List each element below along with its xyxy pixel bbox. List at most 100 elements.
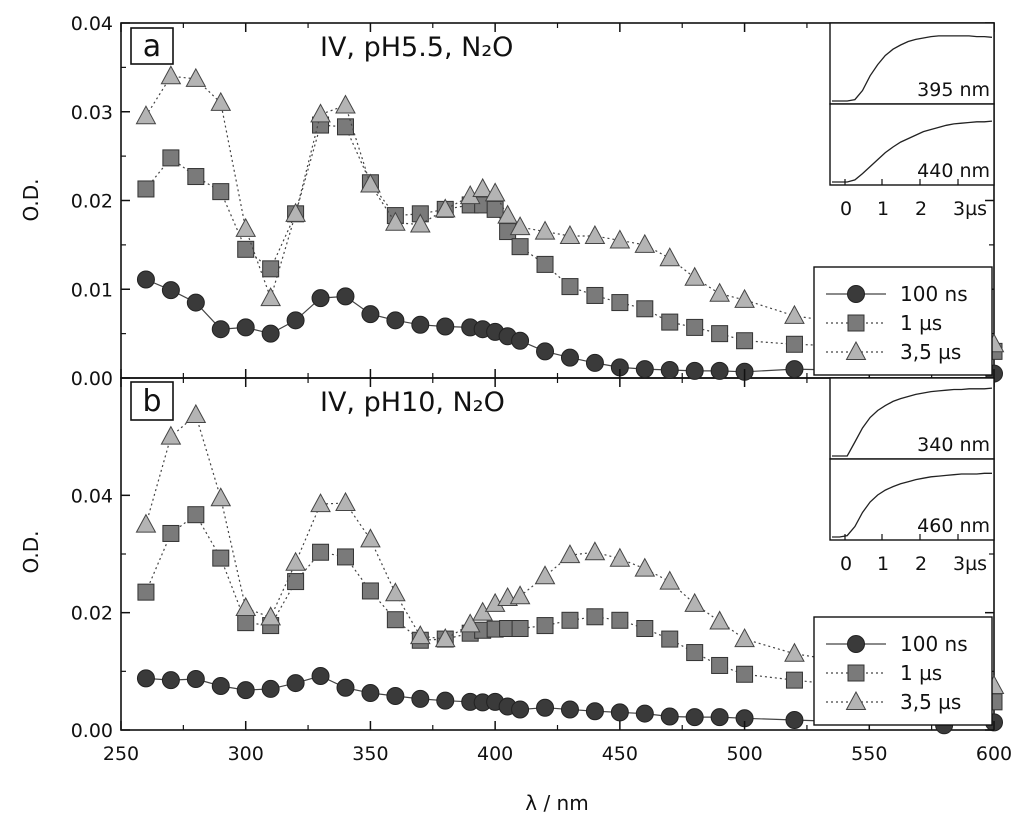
panel-a-legend-marker-100ns [848,286,865,303]
panel-b-ytick-label: 0.04 [71,485,113,507]
panel-a-point-100ns [537,343,554,360]
panel-a-inset-label-1: 395 nm [917,79,990,101]
panel-b-legend-marker-100ns [848,636,865,653]
panel-a-ytick-label: 0.03 [71,102,113,124]
panel-b-point-100ns [611,704,628,721]
panel-a-point-1us [163,150,179,166]
panel-b-point-1us [188,507,204,523]
panel-a-inset-xtick-label: 1 [877,198,889,220]
panel-a-point-35us [785,306,804,324]
panel-a-point-100ns [137,271,154,288]
panel-a-point-1us [537,256,553,272]
panel-a-ylabel: O.D. [19,178,43,221]
panel-b-point-1us [313,544,329,560]
panel-b-point-35us [386,583,405,601]
panel-a-inset-xtick-label: 2 [915,198,927,220]
panel-a-point-100ns [237,319,254,336]
panel-b-point-35us [136,515,155,533]
panel-a-point-1us [138,181,154,197]
panel-b-point-1us [662,631,678,647]
panel-b-point-1us [512,621,528,637]
panel-a-title: IV, pH5.5, N₂O [320,32,513,63]
panel-b-point-100ns [661,708,678,725]
panel-b-point-100ns [512,701,529,718]
panel-b-ytick-label: 0.00 [71,720,113,742]
panel-b-legend-marker-1us [848,665,864,681]
panel-a-legend-label-35us: 3,5 µs [900,340,961,364]
panel-a-point-35us [136,106,155,124]
panel-b-point-100ns [561,701,578,718]
panel-a-point-100ns [661,362,678,379]
panel-a-point-1us [263,261,279,277]
panel-a-point-100ns [711,362,728,379]
x-tick-label: 250 [103,743,139,765]
panel-a-point-100ns [686,362,703,379]
panel-b-point-1us [337,549,353,565]
panel-b-point-1us [387,612,403,628]
panel-a-point-1us [687,319,703,335]
panel-a-point-100ns [337,288,354,305]
panel-b-point-100ns [586,703,603,720]
panel-a-point-1us [662,314,678,330]
panel-b-legend: 100 ns1 µs3,5 µs [814,617,992,725]
panel-b-point-35us [785,644,804,662]
panel-b-point-1us [238,615,254,631]
panel-a-point-100ns [586,354,603,371]
panel-a-point-100ns [212,321,229,338]
panel-b-point-1us [612,612,628,628]
x-tick-label: 550 [851,743,887,765]
panel-a-inset-label-2: 440 nm [917,160,990,182]
panel-a-point-35us [311,104,330,122]
panel-a-point-100ns [561,349,578,366]
panel-a-point-35us [585,226,604,244]
panel-b-point-100ns [162,672,179,689]
panel-a-ytick-label: 0.04 [71,13,113,35]
panel-a-ytick-label: 0.01 [71,279,113,301]
panel-a-point-1us [562,279,578,295]
panel-a-point-100ns [312,290,329,307]
panel-a-ytick-label: 0.00 [71,368,113,390]
panel-a-point-35us [685,268,704,286]
x-tick-label: 450 [602,743,638,765]
panel-b-point-1us [737,666,753,682]
panel-b-point-1us [537,618,553,634]
panel-a-point-1us [213,184,229,200]
panel-b-inset-label-2: 460 nm [917,515,990,537]
panel-b-legend-label-100ns: 100 ns [900,632,968,656]
panel-b-point-100ns [362,685,379,702]
panel-a-point-35us [261,288,280,306]
panel-a-point-35us [336,96,355,114]
panel-b-point-35us [161,427,180,445]
panel-a-point-1us [737,333,753,349]
panel-a-inset-xtick-label: 0 [840,198,852,220]
panel-a-point-1us [786,336,802,352]
panel-b-ylabel: O.D. [19,530,43,573]
panel-b-point-100ns [212,678,229,695]
panel-b-point-35us [660,572,679,590]
panel-a-ytick-label: 0.02 [71,191,113,213]
panel-a-point-100ns [786,361,803,378]
panel-a-letter-box: a [131,28,173,64]
panel-a-point-100ns [387,312,404,329]
panel-b-point-100ns [237,682,254,699]
panel-b-point-100ns [636,705,653,722]
panel-a-point-1us [637,301,653,317]
panel-b-point-35us [710,611,729,629]
panel-a-inset-xtick-label: 3µs [953,198,987,220]
panel-a-point-1us [337,119,353,135]
panel-a-inset: 395 nm 440 nm 0 1 2 3µs [830,23,994,220]
panel-b-point-35us [635,559,654,577]
panel-b-title: IV, pH10, N₂O [320,387,505,418]
panel-b-point-35us [585,542,604,560]
panel-a-point-1us [587,287,603,303]
x-tick-label: 400 [477,743,513,765]
panel-b-point-100ns [262,680,279,697]
panel-b-point-1us [362,583,378,599]
x-tick-label: 600 [976,743,1012,765]
panel-a-legend-label-100ns: 100 ns [900,282,968,306]
panel-b-point-100ns [711,709,728,726]
panel-b-point-100ns [686,709,703,726]
panel-a-point-100ns [362,306,379,323]
panel-b-point-100ns [537,699,554,716]
